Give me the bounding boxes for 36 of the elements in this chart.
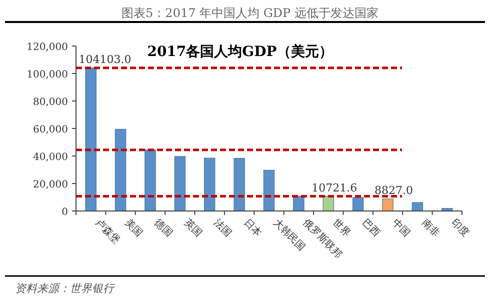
y-tick-label: 20,000	[33, 180, 68, 190]
x-tick-label: 印度	[449, 216, 472, 240]
x-tick-label: 日本	[241, 216, 264, 240]
bar	[234, 158, 245, 212]
x-tick-label: 世界	[330, 216, 353, 240]
x-tick-label: 法国	[211, 216, 234, 240]
x-tick-label: 巴西	[360, 217, 382, 240]
bar	[352, 197, 364, 212]
y-tick-label: 120,000	[26, 42, 68, 53]
y-tick-label: 80,000	[33, 97, 68, 108]
bar	[85, 68, 96, 212]
bar	[293, 196, 304, 212]
bar	[114, 128, 126, 212]
data-label: 8827.0	[374, 184, 414, 197]
x-tick-label: 南非	[419, 216, 442, 240]
x-tick-label: 卢森堡	[92, 216, 122, 246]
y-tick-label: 60,000	[33, 124, 68, 136]
x-tick-label: 德国	[152, 217, 174, 240]
y-tick-label: 40,000	[33, 152, 68, 163]
x-tick-label: 英国	[182, 216, 204, 240]
y-tick-label: 0	[62, 207, 68, 218]
chart-subtitle: 图表5：2017 年中国人均 GDP 远低于发达国家	[122, 6, 378, 20]
bar	[322, 196, 334, 212]
y-tick-label: 100,000	[26, 70, 68, 80]
bar	[263, 170, 275, 212]
x-tick-label: 中国	[390, 216, 412, 240]
bar	[144, 150, 156, 212]
bar	[382, 198, 394, 212]
x-tick-label: 美国	[122, 216, 146, 240]
bar	[204, 158, 216, 212]
chart-title: 2017各国人均GDP（美元）	[147, 43, 333, 60]
text: 资料来源：世界银行	[15, 282, 116, 295]
data-label: 10721.6	[312, 181, 358, 194]
data-label: 104103.0	[78, 52, 132, 66]
bar	[412, 202, 424, 212]
bar	[174, 156, 186, 212]
